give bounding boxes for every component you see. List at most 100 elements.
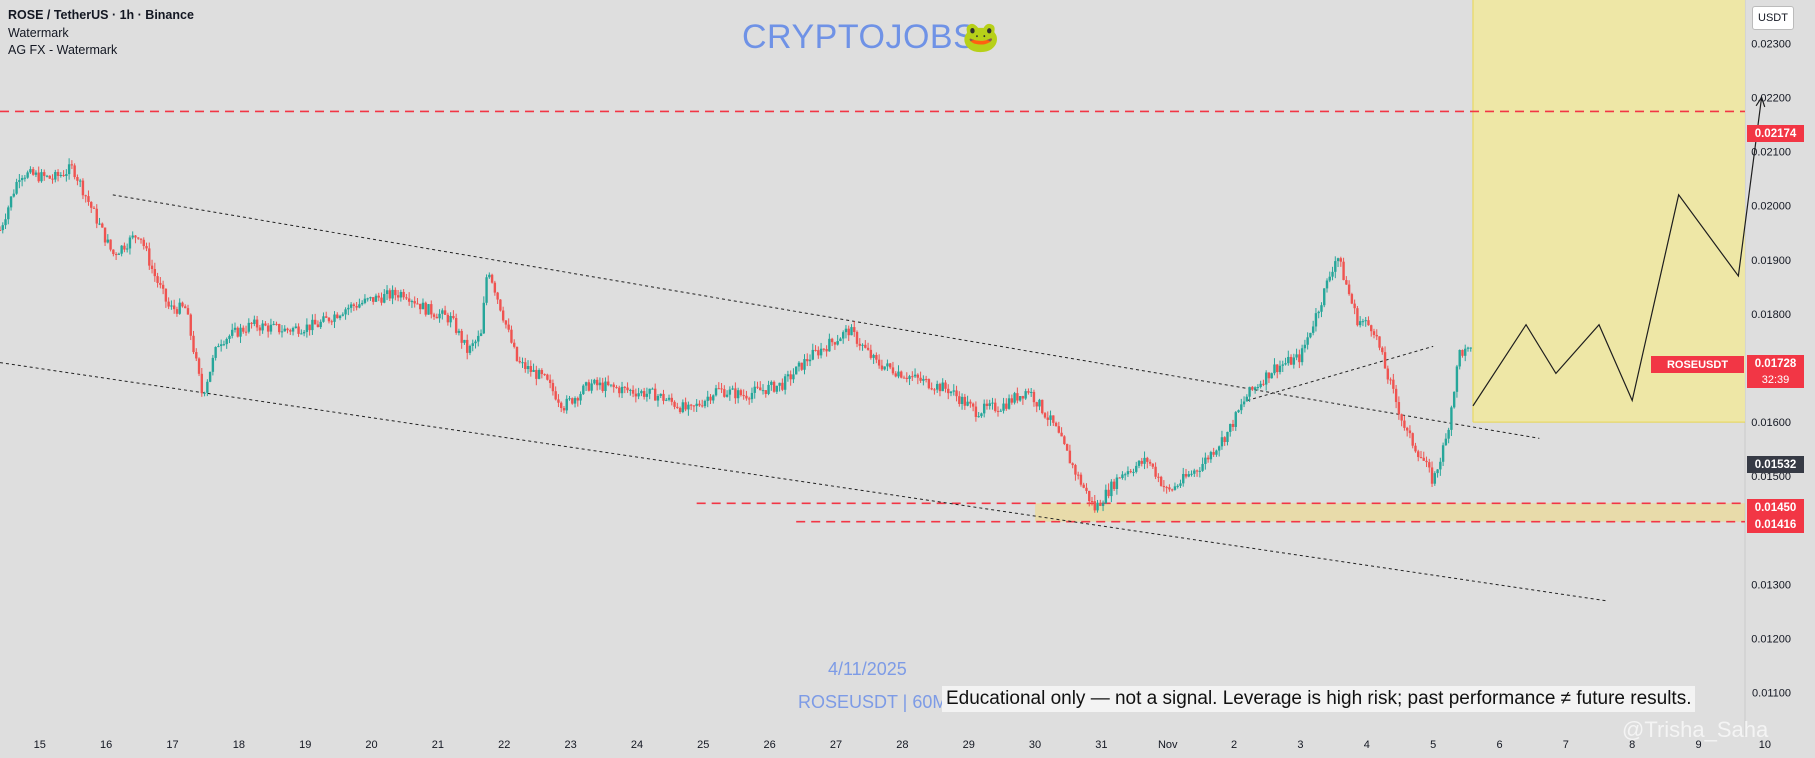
- candle-body: [1389, 379, 1392, 381]
- candle-body: [739, 390, 743, 396]
- candle-body: [1259, 383, 1262, 388]
- candle-body: [15, 181, 18, 194]
- candle-body: [1433, 473, 1437, 484]
- candle-body: [338, 315, 342, 319]
- candle-body: [933, 389, 936, 391]
- candle-body: [410, 301, 414, 303]
- candle-body: [689, 404, 693, 406]
- currency-button[interactable]: USDT: [1752, 6, 1794, 30]
- candle-body: [482, 302, 486, 334]
- y-tick-label: 0.01100: [1752, 688, 1791, 700]
- indicator-agfx-watermark[interactable]: AG FX - Watermark: [8, 43, 118, 57]
- candle-body: [869, 349, 873, 358]
- candle-body: [1024, 391, 1027, 399]
- candle-body: [1447, 429, 1450, 439]
- candle-body: [485, 277, 488, 303]
- candle-body: [214, 346, 217, 358]
- candle-body: [37, 172, 40, 182]
- candle-body: [1201, 463, 1204, 471]
- candle-body: [543, 374, 546, 376]
- candle-body: [112, 249, 115, 255]
- candle-body: [1245, 396, 1249, 402]
- candle-body: [131, 235, 134, 238]
- candle-body: [341, 314, 345, 316]
- candle-body: [208, 371, 212, 382]
- candle-body: [1422, 457, 1425, 461]
- candle-body: [366, 298, 369, 300]
- candle-body: [742, 395, 745, 397]
- candle-body: [1303, 344, 1307, 349]
- bar-countdown: 32:39: [1747, 372, 1804, 388]
- candle-body: [924, 378, 928, 380]
- candle-body: [1405, 427, 1409, 431]
- candle-body: [217, 346, 220, 348]
- candle-body: [184, 306, 187, 309]
- candle-body: [618, 387, 621, 394]
- candle-body: [125, 248, 129, 250]
- projection-zone: [1472, 0, 1745, 423]
- candle-body: [1309, 332, 1312, 338]
- x-tick-label: 20: [365, 739, 377, 751]
- crosshair-price-tag: 0.01532: [1747, 456, 1804, 473]
- candle-body: [67, 164, 71, 175]
- candle-body: [817, 350, 820, 356]
- candle-body: [9, 196, 13, 208]
- candle-body: [211, 357, 215, 372]
- candle-body: [877, 359, 881, 366]
- support-bottom-price-tag: 0.01416: [1747, 516, 1804, 533]
- candle-body: [70, 164, 74, 166]
- candle-body: [1217, 446, 1221, 451]
- candle-body: [731, 388, 734, 390]
- y-tick-label: 0.01500: [1751, 471, 1791, 483]
- candle-body: [1403, 420, 1406, 428]
- candle-body: [629, 389, 632, 391]
- candle-body: [1184, 473, 1188, 477]
- candle-body: [349, 304, 353, 308]
- candle-body: [1063, 436, 1066, 444]
- candle-body: [1165, 487, 1168, 489]
- candle-body: [897, 371, 900, 377]
- candle-body: [1173, 486, 1177, 490]
- candle-body: [565, 398, 568, 411]
- candle-body: [1198, 470, 1202, 472]
- candle-body: [269, 324, 273, 332]
- candle-body: [1306, 337, 1309, 345]
- candle-body: [905, 377, 908, 379]
- candle-body: [692, 405, 696, 407]
- candle-body: [1140, 460, 1143, 464]
- candle-body: [203, 392, 206, 394]
- candle-body: [95, 208, 98, 224]
- candle-body: [1168, 487, 1171, 490]
- candle-body: [1143, 457, 1146, 464]
- candle-body: [247, 322, 251, 332]
- candle-body: [261, 323, 264, 331]
- candle-body: [938, 383, 942, 392]
- candle-body: [1336, 258, 1340, 262]
- candle-body: [1411, 433, 1414, 446]
- candle-body: [1032, 391, 1036, 403]
- candle-body: [12, 193, 16, 197]
- candle-body: [225, 338, 228, 345]
- candle-body: [1417, 451, 1420, 458]
- candle-body: [709, 396, 712, 401]
- x-tick-label: 25: [697, 739, 709, 751]
- candle-body: [595, 379, 599, 386]
- candle-body: [518, 360, 521, 363]
- candle-body: [192, 335, 195, 353]
- indicator-watermark[interactable]: Watermark: [8, 26, 69, 40]
- candle-body: [894, 373, 897, 377]
- candle-body: [1281, 364, 1284, 366]
- candle-body: [1123, 474, 1127, 476]
- candle-body: [935, 383, 939, 390]
- candle-body: [1110, 481, 1113, 497]
- candle-body: [1267, 372, 1271, 379]
- candle-body: [963, 396, 967, 406]
- x-tick-label: Nov: [1158, 739, 1178, 751]
- candle-body: [651, 388, 654, 390]
- candle-body: [687, 404, 690, 410]
- candle-body: [808, 359, 812, 362]
- candle-body: [477, 335, 480, 342]
- x-tick-label: 8: [1629, 739, 1635, 751]
- candle-body: [1057, 426, 1061, 433]
